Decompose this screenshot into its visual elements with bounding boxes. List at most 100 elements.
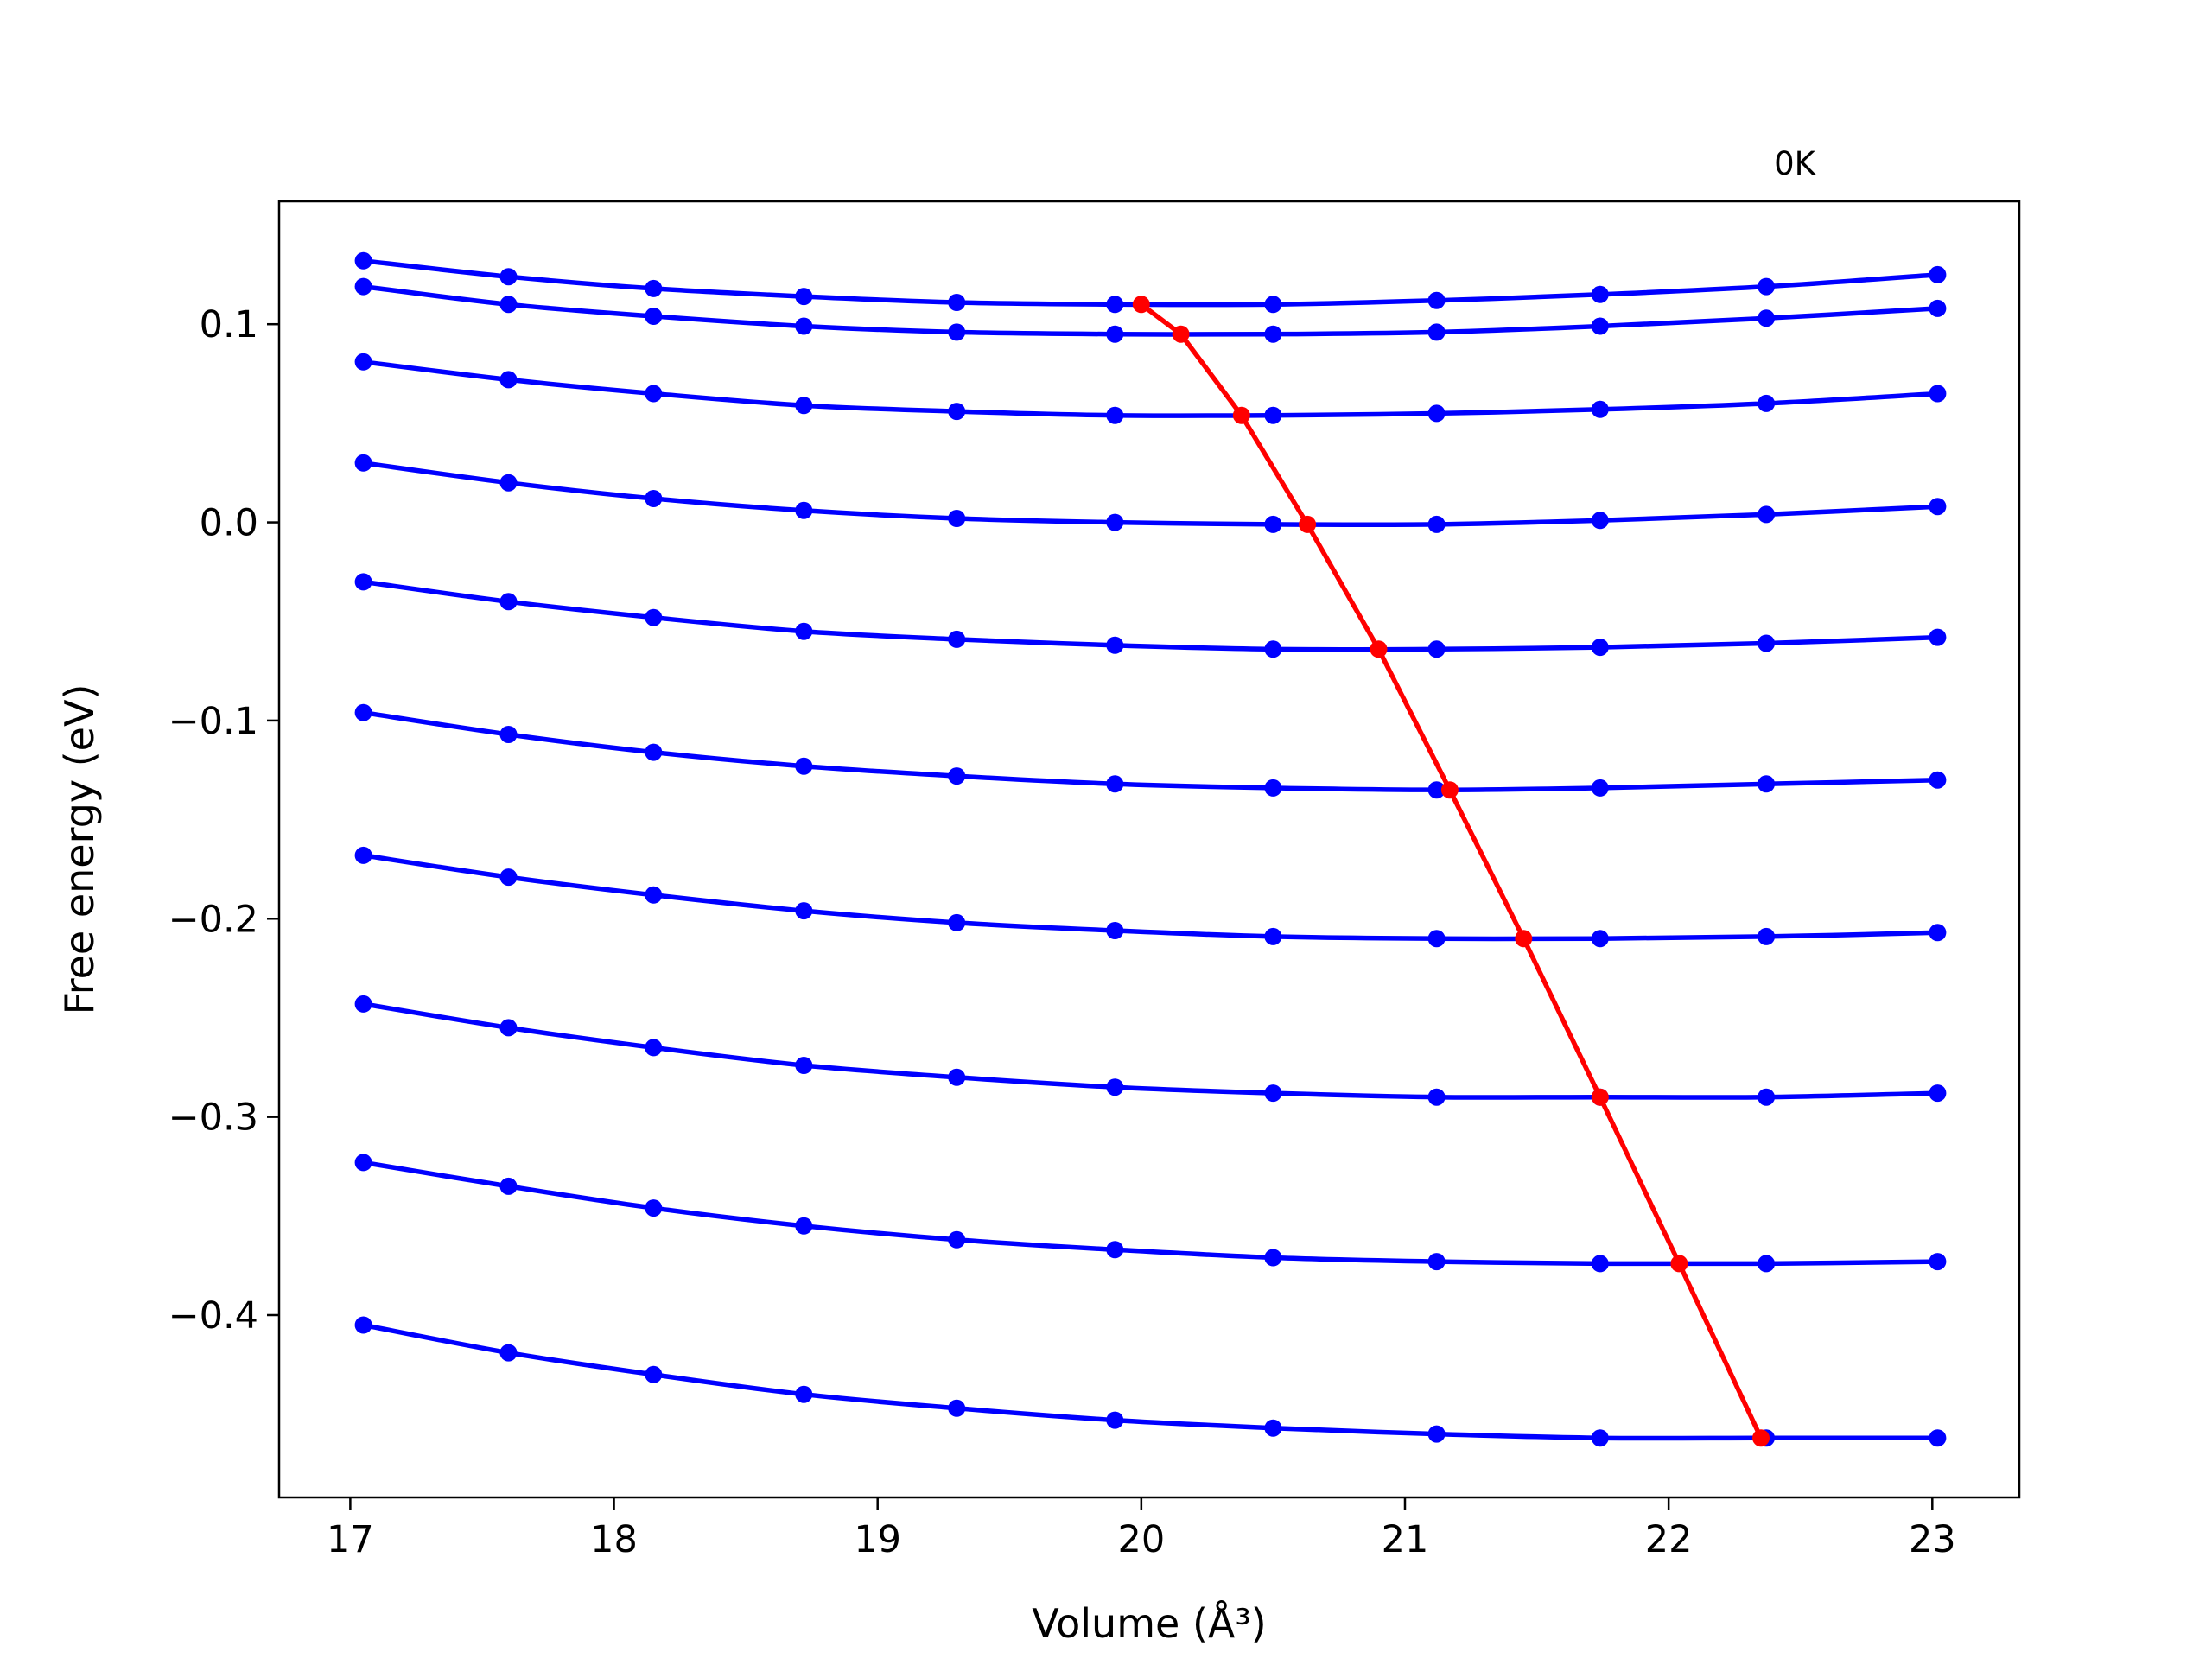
data-point <box>1929 299 1947 317</box>
data-point <box>1264 779 1282 797</box>
data-point <box>1106 922 1124 939</box>
data-point <box>354 277 372 296</box>
data-point <box>1106 775 1124 793</box>
data-point <box>1591 1255 1609 1273</box>
y-tick-label: 0.1 <box>200 303 258 346</box>
data-point <box>499 296 518 314</box>
data-point <box>1929 1084 1947 1103</box>
data-point <box>354 846 372 864</box>
data-point <box>499 474 518 492</box>
x-tick-label: 18 <box>590 1518 638 1561</box>
data-point <box>1427 515 1446 533</box>
data-point <box>1106 636 1124 654</box>
temperature-annotation: 0K <box>1774 145 1817 182</box>
minimum-point <box>1299 515 1317 533</box>
data-point <box>795 757 813 775</box>
data-point <box>795 288 813 306</box>
minimum-point <box>1132 296 1150 314</box>
data-point <box>1758 634 1776 652</box>
data-point <box>354 1154 372 1172</box>
data-point <box>499 1019 518 1037</box>
series-7 <box>354 846 1947 948</box>
y-tick-label: −0.3 <box>168 1096 258 1140</box>
data-point <box>795 1385 813 1403</box>
data-point <box>948 294 966 311</box>
data-point <box>1264 515 1282 533</box>
data-point <box>645 385 663 403</box>
plot-frame <box>277 200 2021 1499</box>
data-point <box>1758 775 1776 793</box>
minimum-point <box>1670 1255 1688 1273</box>
data-point <box>1264 640 1282 658</box>
series-3 <box>354 353 1947 424</box>
data-point <box>645 1199 663 1217</box>
data-point <box>1758 1255 1776 1273</box>
data-point <box>948 403 966 421</box>
data-point <box>1929 265 1947 283</box>
data-point <box>499 268 518 286</box>
x-axis-label: Volume (Å³) <box>1032 1600 1267 1647</box>
data-point <box>1264 1084 1282 1103</box>
data-point <box>1758 394 1776 412</box>
data-point <box>1106 1078 1124 1096</box>
data-point <box>795 501 813 519</box>
data-point <box>948 1230 966 1249</box>
data-point <box>1929 1253 1947 1271</box>
series-6 <box>354 703 1947 799</box>
data-point <box>948 323 966 341</box>
data-point <box>1591 317 1609 335</box>
x-tick-label: 20 <box>1117 1518 1165 1561</box>
data-point <box>1758 277 1776 296</box>
data-point <box>795 622 813 640</box>
data-point <box>948 1068 966 1086</box>
data-point <box>1427 930 1446 948</box>
data-point <box>1264 406 1282 424</box>
data-point <box>1591 400 1609 418</box>
x-tick-label: 22 <box>1645 1518 1693 1561</box>
minimum-point <box>1752 1429 1770 1447</box>
data-point <box>1264 296 1282 314</box>
data-point <box>499 593 518 611</box>
data-point <box>1427 1425 1446 1443</box>
data-point <box>354 1316 372 1334</box>
data-point <box>645 1365 663 1383</box>
plot-area <box>354 251 1947 1447</box>
minimum-point <box>1232 406 1250 424</box>
series-2 <box>354 277 1947 343</box>
y-tick-label: 0.0 <box>200 502 258 545</box>
data-point <box>1264 1249 1282 1267</box>
x-tick-label: 21 <box>1382 1518 1429 1561</box>
data-point <box>354 353 372 371</box>
data-point <box>499 1177 518 1195</box>
data-point <box>645 886 663 904</box>
data-point <box>1106 1411 1124 1429</box>
data-point <box>354 995 372 1013</box>
data-point <box>354 573 372 591</box>
minimum-point <box>1515 930 1533 948</box>
minima-series <box>1132 296 1770 1447</box>
data-point <box>1264 325 1282 343</box>
data-point <box>1591 512 1609 530</box>
series-5 <box>354 573 1947 658</box>
minimum-point <box>1440 781 1459 799</box>
series-10 <box>354 1316 1947 1447</box>
data-point <box>1106 325 1124 343</box>
series-1 <box>354 251 1947 314</box>
data-point <box>1427 781 1446 799</box>
data-point <box>948 913 966 931</box>
data-point <box>1264 1419 1282 1437</box>
data-point <box>1427 291 1446 309</box>
y-axis-label: Free energy (eV) <box>56 684 103 1015</box>
data-point <box>645 490 663 507</box>
data-point <box>1591 285 1609 303</box>
data-point <box>1929 628 1947 646</box>
data-point <box>354 251 372 270</box>
series-9 <box>354 1154 1947 1273</box>
data-point <box>645 279 663 297</box>
y-tick-label: −0.4 <box>168 1294 258 1338</box>
data-point <box>1758 505 1776 524</box>
data-point <box>1427 404 1446 423</box>
x-tick-label: 23 <box>1909 1518 1956 1561</box>
